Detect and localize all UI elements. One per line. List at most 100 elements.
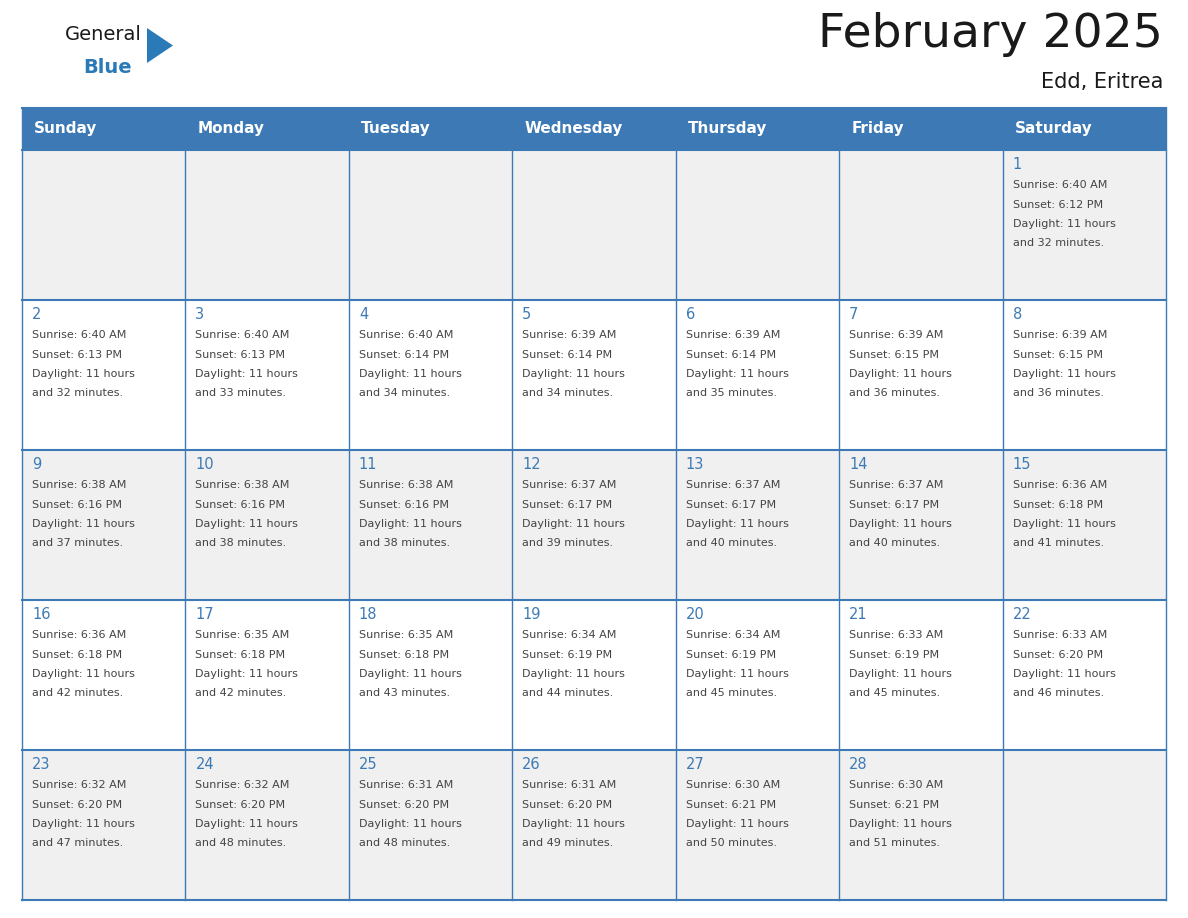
Text: Sunset: 6:15 PM: Sunset: 6:15 PM	[849, 350, 940, 360]
Text: and 34 minutes.: and 34 minutes.	[359, 388, 450, 398]
Text: Sunrise: 6:37 AM: Sunrise: 6:37 AM	[523, 480, 617, 490]
Text: Daylight: 11 hours: Daylight: 11 hours	[685, 669, 789, 679]
Text: and 32 minutes.: and 32 minutes.	[1012, 239, 1104, 249]
Bar	[23, 108, 185, 150]
Text: and 36 minutes.: and 36 minutes.	[1012, 388, 1104, 398]
Text: Daylight: 11 hours: Daylight: 11 hours	[196, 669, 298, 679]
Text: and 35 minutes.: and 35 minutes.	[685, 388, 777, 398]
Text: 2: 2	[32, 307, 42, 322]
Text: Monday: Monday	[197, 121, 265, 137]
Bar	[185, 450, 349, 600]
Text: and 43 minutes.: and 43 minutes.	[359, 688, 450, 699]
Bar	[185, 150, 349, 300]
Bar	[23, 300, 185, 450]
Text: 19: 19	[523, 607, 541, 622]
Text: Sunrise: 6:33 AM: Sunrise: 6:33 AM	[1012, 630, 1107, 640]
Text: Sunrise: 6:39 AM: Sunrise: 6:39 AM	[1012, 330, 1107, 340]
Text: 7: 7	[849, 307, 859, 322]
Text: Sunrise: 6:40 AM: Sunrise: 6:40 AM	[196, 330, 290, 340]
Text: Daylight: 11 hours: Daylight: 11 hours	[1012, 669, 1116, 679]
Text: Sunset: 6:19 PM: Sunset: 6:19 PM	[849, 650, 940, 659]
Text: 23: 23	[32, 757, 51, 772]
Bar	[839, 300, 1003, 450]
Text: Sunset: 6:18 PM: Sunset: 6:18 PM	[1012, 499, 1102, 509]
Text: Daylight: 11 hours: Daylight: 11 hours	[359, 369, 462, 379]
Text: Sunrise: 6:35 AM: Sunrise: 6:35 AM	[196, 630, 290, 640]
Text: 18: 18	[359, 607, 378, 622]
Text: Edd, Eritrea: Edd, Eritrea	[1041, 72, 1163, 92]
Bar	[676, 750, 839, 900]
Text: 28: 28	[849, 757, 867, 772]
Text: and 39 minutes.: and 39 minutes.	[523, 539, 613, 548]
Bar	[676, 108, 839, 150]
Bar	[23, 600, 185, 750]
Text: and 33 minutes.: and 33 minutes.	[196, 388, 286, 398]
Text: Sunrise: 6:30 AM: Sunrise: 6:30 AM	[685, 780, 781, 790]
Text: 1: 1	[1012, 157, 1022, 172]
Text: Sunrise: 6:34 AM: Sunrise: 6:34 AM	[685, 630, 781, 640]
Text: Daylight: 11 hours: Daylight: 11 hours	[849, 669, 952, 679]
Text: and 49 minutes.: and 49 minutes.	[523, 838, 613, 848]
Text: Daylight: 11 hours: Daylight: 11 hours	[196, 519, 298, 529]
Bar	[349, 750, 512, 900]
Text: Daylight: 11 hours: Daylight: 11 hours	[685, 519, 789, 529]
Text: 4: 4	[359, 307, 368, 322]
Bar	[676, 150, 839, 300]
Text: Sunset: 6:21 PM: Sunset: 6:21 PM	[849, 800, 940, 810]
Text: and 34 minutes.: and 34 minutes.	[523, 388, 613, 398]
Text: Sunset: 6:14 PM: Sunset: 6:14 PM	[523, 350, 612, 360]
Text: Sunset: 6:17 PM: Sunset: 6:17 PM	[849, 499, 940, 509]
Text: Blue: Blue	[83, 58, 132, 77]
Text: Daylight: 11 hours: Daylight: 11 hours	[523, 519, 625, 529]
Bar	[512, 750, 676, 900]
Bar	[1003, 108, 1165, 150]
Bar	[349, 600, 512, 750]
Text: February 2025: February 2025	[819, 12, 1163, 57]
Bar	[1003, 150, 1165, 300]
Bar	[349, 108, 512, 150]
Text: Sunset: 6:18 PM: Sunset: 6:18 PM	[359, 650, 449, 659]
Text: Sunrise: 6:38 AM: Sunrise: 6:38 AM	[32, 480, 126, 490]
Text: Sunset: 6:13 PM: Sunset: 6:13 PM	[196, 350, 285, 360]
Text: Sunset: 6:19 PM: Sunset: 6:19 PM	[685, 650, 776, 659]
Bar	[185, 300, 349, 450]
Text: 20: 20	[685, 607, 704, 622]
Text: 9: 9	[32, 457, 42, 472]
Text: 3: 3	[196, 307, 204, 322]
Bar	[1003, 750, 1165, 900]
Text: Sunrise: 6:35 AM: Sunrise: 6:35 AM	[359, 630, 453, 640]
Bar	[512, 108, 676, 150]
Bar	[349, 450, 512, 600]
Text: Tuesday: Tuesday	[361, 121, 430, 137]
Text: 13: 13	[685, 457, 704, 472]
Text: Sunrise: 6:39 AM: Sunrise: 6:39 AM	[685, 330, 781, 340]
Bar	[185, 750, 349, 900]
Text: and 48 minutes.: and 48 minutes.	[196, 838, 286, 848]
Text: Sunset: 6:18 PM: Sunset: 6:18 PM	[32, 650, 122, 659]
Text: Sunrise: 6:31 AM: Sunrise: 6:31 AM	[359, 780, 453, 790]
Text: Sunrise: 6:31 AM: Sunrise: 6:31 AM	[523, 780, 617, 790]
Bar	[512, 300, 676, 450]
Text: Daylight: 11 hours: Daylight: 11 hours	[196, 369, 298, 379]
Text: 11: 11	[359, 457, 378, 472]
Text: 14: 14	[849, 457, 867, 472]
Text: Sunday: Sunday	[34, 121, 97, 137]
Text: Sunset: 6:20 PM: Sunset: 6:20 PM	[359, 800, 449, 810]
Text: and 46 minutes.: and 46 minutes.	[1012, 688, 1104, 699]
Text: and 40 minutes.: and 40 minutes.	[849, 539, 940, 548]
Text: Daylight: 11 hours: Daylight: 11 hours	[359, 519, 462, 529]
Bar	[1003, 300, 1165, 450]
Bar	[185, 600, 349, 750]
Text: Daylight: 11 hours: Daylight: 11 hours	[32, 819, 135, 829]
Text: Sunset: 6:16 PM: Sunset: 6:16 PM	[359, 499, 449, 509]
Text: Sunset: 6:18 PM: Sunset: 6:18 PM	[196, 650, 285, 659]
Text: Sunrise: 6:40 AM: Sunrise: 6:40 AM	[359, 330, 454, 340]
Text: Sunrise: 6:39 AM: Sunrise: 6:39 AM	[849, 330, 943, 340]
Bar	[23, 150, 185, 300]
Bar	[349, 300, 512, 450]
Text: Daylight: 11 hours: Daylight: 11 hours	[196, 819, 298, 829]
Text: Sunrise: 6:33 AM: Sunrise: 6:33 AM	[849, 630, 943, 640]
Bar	[839, 108, 1003, 150]
Bar	[349, 150, 512, 300]
Text: and 42 minutes.: and 42 minutes.	[32, 688, 124, 699]
